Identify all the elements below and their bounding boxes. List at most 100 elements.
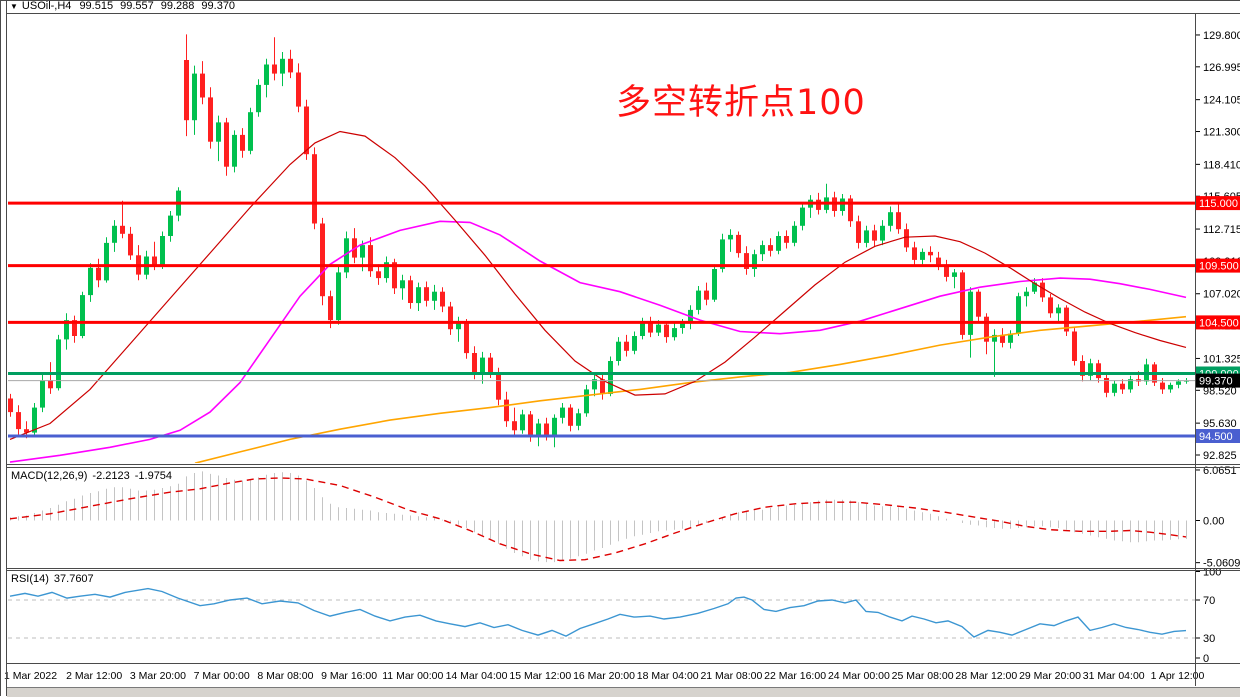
ma-orange-line [194,315,1187,463]
time-tick-label: 21 Mar 08:00 [700,670,762,682]
symbol-dropdown-icon[interactable]: ▼ [10,2,18,11]
price-tick-label: 112.715 [1203,224,1240,236]
price-tick-label: 92.825 [1203,450,1237,462]
candle-body [528,414,533,436]
candle-body [592,379,597,390]
candle-body [408,280,413,303]
price-tick-label: 107.020 [1203,289,1240,301]
candle-body [552,417,557,435]
candle-body [840,198,845,211]
candle-body [1000,334,1005,343]
rsi-line [9,587,1187,638]
time-tick-label: 25 Mar 08:00 [892,670,954,682]
candle-body [600,379,605,394]
candle-body [88,267,93,296]
candle-body [80,295,85,336]
svg-text:115.000: 115.000 [1199,198,1238,210]
candle-body [784,236,789,243]
candle-body [1056,307,1061,314]
candle-body [392,262,397,289]
macd-pane [9,471,1187,563]
time-tick-label: 7 Mar 00:00 [194,670,250,682]
candle-body [1040,282,1045,298]
time-tick-label: 8 Mar 08:00 [257,670,313,682]
candle-body [368,245,373,272]
candle-body [288,58,293,73]
candle-body [848,198,853,222]
price-tick-label: 101.325 [1203,353,1240,365]
candle-body [928,251,933,256]
ma-magenta-line [9,220,1187,463]
candle-body [328,296,333,321]
candle-body [304,106,309,155]
svg-text:94.500: 94.500 [1199,431,1233,443]
candle-body [496,372,501,400]
ohlc-open: 99.515 [79,0,114,12]
candle-body [1120,383,1125,390]
candle-body [280,58,285,74]
svg-text:109.500: 109.500 [1199,261,1239,273]
chart-annotation-text[interactable]: 多空转折点100 [616,83,866,123]
candle-body [632,336,637,351]
candle-body [480,357,485,374]
candle-body [128,233,133,256]
candle-body [224,122,229,167]
candle-body [1168,384,1173,390]
candle-body [384,262,389,279]
candle-body [672,328,677,338]
rsi-tick-label: 100 [1203,567,1221,579]
time-tick-label: 9 Mar 16:00 [321,670,377,682]
rsi-indicator-label: RSI(14) 37.7607 [11,573,99,585]
candle-body [984,316,989,342]
candle-body [160,236,165,266]
candle-body [656,324,661,333]
candle-body [32,407,37,433]
candle-body [536,423,541,436]
candle-body [1128,379,1133,390]
time-tick-label: 24 Mar 00:00 [828,670,890,682]
candle-body [48,380,53,389]
time-tick-label: 14 Mar 04:00 [446,670,508,682]
price-tick-label: 95.630 [1203,418,1237,430]
time-tick-label: 1 Apr 12:00 [1151,670,1205,682]
time-tick-label: 28 Mar 12:00 [955,670,1017,682]
candle-body [1160,382,1165,390]
time-tick-label: 31 Mar 04:00 [1083,670,1145,682]
candle-body [504,399,509,422]
candle-body [976,291,981,317]
macd-tick-label: -5.0609 [1203,558,1240,570]
candle-body [1064,307,1069,332]
candle-body [296,72,301,107]
candle-body [696,290,701,310]
ohlc-high: 99.557 [120,0,154,12]
price-level-badge: 94.500 [1196,429,1240,443]
candle-body [208,97,213,142]
candle-body [448,306,453,330]
candle-body [248,112,253,151]
candle-body [512,421,517,431]
candle-body [1096,363,1101,379]
price-tick-label: 126.995 [1203,62,1240,74]
price-level-badge: 104.500 [1196,315,1240,330]
candle-body [16,412,21,430]
candle-body [936,257,941,265]
candle-body [216,122,221,142]
candles [8,34,1189,448]
candle-body [960,272,965,335]
time-tick-label: 18 Mar 04:00 [637,670,699,682]
candle-body [728,234,733,240]
candle-body [40,380,45,408]
candle-body [104,242,109,281]
candle-body [776,236,781,251]
candle-body [616,341,621,361]
main-price-pane[interactable] [8,34,1189,463]
time-tick-label: 3 Mar 20:00 [130,670,186,682]
time-tick-label: 11 Mar 00:00 [382,670,443,682]
time-tick-label: 29 Mar 20:00 [1019,670,1081,682]
candle-body [1088,363,1093,376]
candle-body [8,398,13,413]
symbol-ohlc-bar: ▼ USOil-,H4 99.515 99.557 99.288 99.370 [10,0,242,13]
candle-body [264,64,269,85]
candle-body [792,225,797,243]
